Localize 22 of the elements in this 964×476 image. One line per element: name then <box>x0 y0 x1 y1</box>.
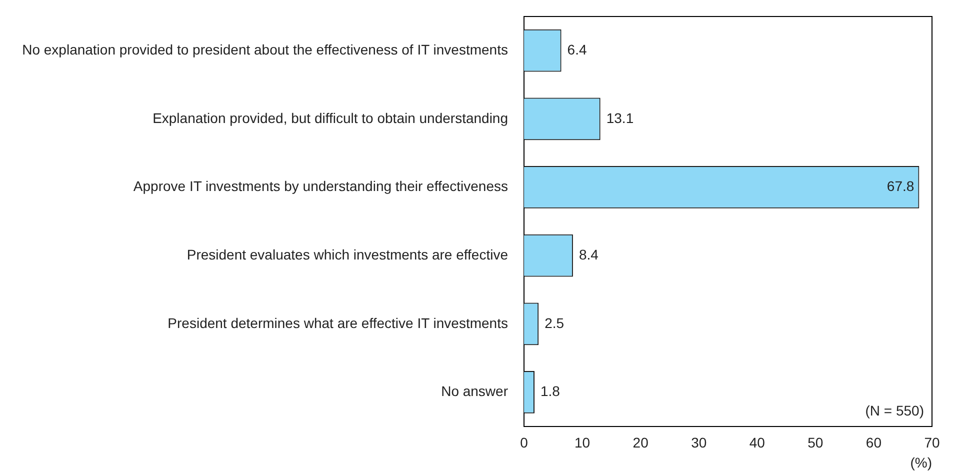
data-label: 67.8 <box>886 178 914 194</box>
x-tick-label: 70 <box>924 434 940 451</box>
x-tick-label: 50 <box>808 434 824 451</box>
x-tick-label: 40 <box>749 434 766 451</box>
y-tick-label: No explanation provided to president about the effectiveness of IT investments <box>22 41 508 58</box>
data-label: 8.4 <box>578 246 599 262</box>
x-tick-label: 0 <box>520 434 528 451</box>
x-tick-label: 30 <box>691 434 707 451</box>
data-label: 13.1 <box>606 110 634 126</box>
annotation: (N = 550) <box>865 402 924 418</box>
y-tick-label: Approve IT investments by understanding their effectiveness <box>133 178 508 194</box>
y-tick-label: President determines what are effective IT investments <box>168 314 508 331</box>
data-label: 1.8 <box>540 383 560 400</box>
data-label: 6.4 <box>567 41 587 58</box>
y-tick-label: Explanation provided, but difficult to obtain understanding <box>152 110 508 126</box>
x-tick-label: 10 <box>574 434 590 451</box>
x-axis-title: (%) <box>910 454 932 470</box>
y-tick-label: No answer <box>441 383 508 400</box>
data-label: 2.5 <box>544 314 564 331</box>
x-tick-label: 60 <box>866 434 882 451</box>
y-tick-label: President evaluates which investments are effective <box>186 246 508 262</box>
x-tick-label: 20 <box>632 434 649 451</box>
